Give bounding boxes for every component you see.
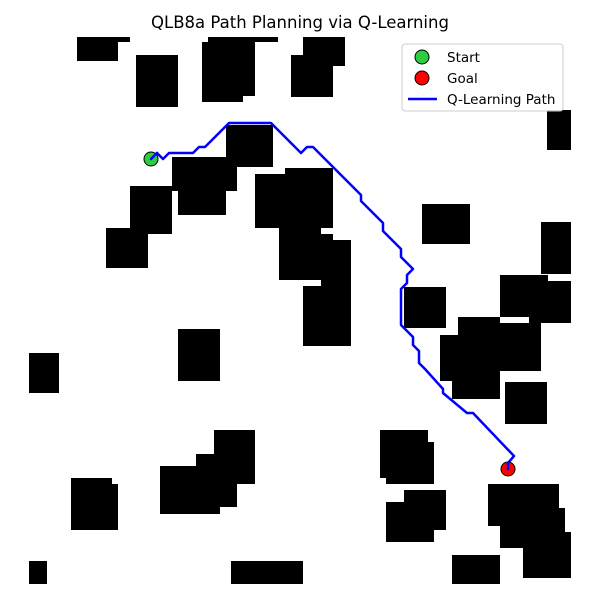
obstacle-15 [285,168,333,228]
legend-box [401,43,564,112]
obstacle-34 [160,466,220,514]
obstacle-38 [71,484,118,530]
obstacle-27 [497,323,541,371]
legend-marker-start [414,49,430,65]
obstacle-46 [452,555,500,584]
obstacle-40 [386,502,434,542]
obstacle-8 [547,110,571,150]
obstacle-layer [29,37,571,584]
obstacle-3 [202,42,243,102]
obstacle-10 [172,157,237,191]
obstacle-28 [452,365,500,399]
path-start-segment [149,151,159,161]
obstacle-23 [529,281,571,323]
obstacle-5 [243,42,255,96]
obstacle-2 [136,55,178,107]
chart-title: QLB8a Path Planning via Q-Learning [151,13,449,32]
obstacle-29 [505,382,547,424]
obstacle-19 [303,286,351,346]
legend-label-q-learning-path: Q-Learning Path [447,92,555,108]
obstacle-43 [523,532,571,578]
obstacle-45 [231,561,303,584]
q-learning-path-line [149,121,516,471]
obstacle-14 [255,174,285,228]
legend-label-start: Start [447,50,480,66]
obstacle-0 [77,37,118,61]
obstacle-36 [386,442,434,484]
legend-label-goal: Goal [447,71,478,87]
obstacle-24 [404,287,446,328]
legend: Start Goal Q-Learning Path [401,43,564,112]
obstacle-7 [291,55,333,97]
obstacle-31 [29,353,59,393]
obstacle-20 [422,204,470,244]
obstacle-30 [178,329,220,381]
obstacle-11 [178,190,226,215]
obstacle-1 [116,37,130,42]
obstacle-21 [541,222,571,274]
obstacle-4 [208,37,278,42]
obstacle-44 [29,561,47,584]
obstacle-13 [106,228,148,268]
obstacle-12 [130,186,172,234]
legend-marker-goal [414,70,430,86]
obstacle-18 [303,234,333,254]
path-layer [143,121,516,477]
